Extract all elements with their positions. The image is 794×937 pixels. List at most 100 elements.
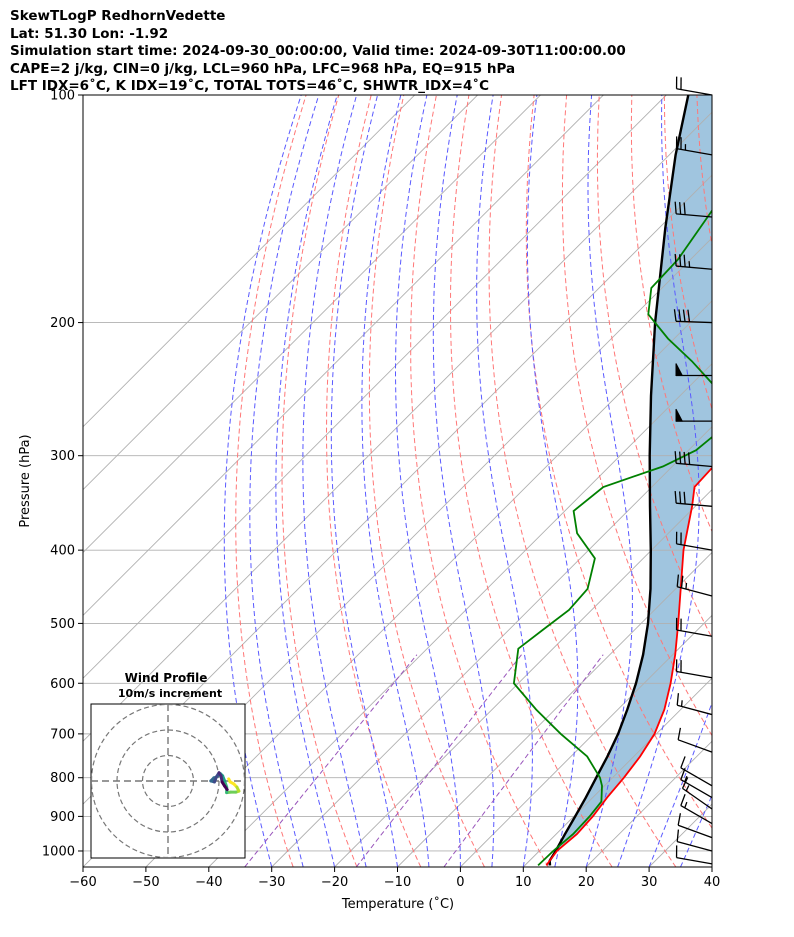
moist-adiabat bbox=[395, 95, 461, 867]
y-tick-label: 900 bbox=[50, 810, 75, 825]
barb-staff bbox=[676, 543, 713, 551]
dry-adiabat bbox=[488, 95, 677, 867]
stability-indices-label: LFT IDX=6˚C, K IDX=19˚C, TOTAL TOTS=46˚C… bbox=[10, 78, 490, 94]
barb-full bbox=[681, 777, 689, 789]
wind-barb bbox=[674, 490, 713, 507]
y-tick-label: 600 bbox=[50, 677, 75, 692]
barb-staff bbox=[682, 787, 713, 810]
wind-barb bbox=[676, 829, 713, 852]
x-tick-label: −10 bbox=[384, 875, 411, 890]
barb-full bbox=[683, 254, 686, 267]
dry-adiabat bbox=[596, 95, 712, 639]
barb-flag bbox=[675, 408, 684, 422]
wind-barb bbox=[674, 201, 713, 218]
x-tick-label: 20 bbox=[578, 875, 595, 890]
y-tick-label: 200 bbox=[50, 316, 75, 331]
dry-adiabat bbox=[235, 95, 307, 867]
wind-barb bbox=[675, 363, 712, 377]
barb-full bbox=[677, 813, 682, 826]
x-tick-label: 0 bbox=[456, 875, 464, 890]
wind-barb bbox=[680, 768, 713, 799]
isotherm-line bbox=[83, 95, 478, 491]
moist-adiabat bbox=[275, 95, 338, 867]
isotherm-line bbox=[271, 426, 712, 867]
y-tick-label: 700 bbox=[50, 727, 75, 742]
barb-staff bbox=[676, 147, 713, 156]
barb-full bbox=[674, 253, 677, 267]
parcel-profile-line bbox=[548, 95, 690, 866]
dry-adiabat bbox=[561, 95, 712, 737]
x-tick-label: 40 bbox=[704, 875, 721, 890]
barb-full bbox=[674, 451, 677, 464]
wind-barb bbox=[677, 813, 713, 839]
hodograph-subtitle: 10m/s increment bbox=[118, 687, 222, 700]
barb-staff bbox=[676, 670, 713, 679]
barb-half bbox=[684, 801, 688, 809]
profile-series-layer bbox=[512, 95, 712, 867]
dry-adiabat bbox=[281, 95, 358, 867]
barb-full bbox=[679, 254, 682, 267]
isotherm-line bbox=[397, 551, 712, 867]
barb-full bbox=[683, 451, 686, 465]
wind-barb bbox=[675, 76, 713, 96]
dry-adiabat bbox=[449, 95, 613, 867]
chart-header: SkewTLogP RedhornVedette Lat: 51.30 Lon:… bbox=[10, 8, 626, 96]
moist-adiabat bbox=[585, 95, 633, 867]
wind-barb bbox=[680, 793, 713, 825]
y-axis-label: Pressure (hPa) bbox=[18, 434, 33, 527]
moist-adiabat bbox=[526, 95, 579, 867]
moist-adiabat bbox=[330, 95, 398, 867]
cape-fill-layer bbox=[546, 95, 712, 866]
wind-barb bbox=[675, 617, 713, 637]
wind-barb bbox=[677, 727, 713, 753]
x-axis-label: Temperature (˚C) bbox=[341, 896, 454, 912]
y-tick-label: 100 bbox=[50, 89, 75, 104]
barb-staff bbox=[680, 767, 713, 787]
moist-adiabat bbox=[711, 865, 712, 867]
wind-barb bbox=[681, 777, 713, 810]
dry-adiabat bbox=[663, 95, 712, 411]
wind-barb bbox=[676, 693, 713, 716]
barb-full bbox=[683, 202, 686, 215]
grid-layer bbox=[83, 95, 712, 852]
wind-barb bbox=[680, 756, 713, 787]
wind-barb bbox=[676, 574, 713, 597]
wind-barb bbox=[675, 408, 712, 422]
barb-staff bbox=[677, 586, 713, 597]
hodograph-title: Wind Profile bbox=[125, 671, 208, 685]
barb-flag bbox=[675, 363, 684, 377]
dry-adiabat bbox=[410, 95, 549, 867]
wind-barbs bbox=[673, 76, 713, 865]
x-tick-label: −40 bbox=[195, 875, 222, 890]
chart-title: SkewTLogP RedhornVedette bbox=[10, 8, 226, 24]
moist-adiabat bbox=[648, 701, 712, 867]
barb-staff bbox=[675, 320, 713, 324]
barb-full bbox=[687, 309, 691, 322]
barb-full bbox=[673, 309, 677, 322]
barb-full bbox=[680, 575, 684, 588]
isotherm-line bbox=[83, 95, 604, 617]
x-tick-label: −20 bbox=[321, 875, 348, 890]
barb-full bbox=[679, 451, 682, 464]
barb-full bbox=[687, 452, 691, 465]
wind-barb bbox=[675, 531, 713, 551]
moist-adiabat-layer bbox=[223, 95, 712, 867]
moist-adiabat bbox=[302, 95, 367, 867]
moist-adiabat bbox=[361, 95, 430, 867]
barb-staff bbox=[680, 805, 713, 825]
cape-area-fill bbox=[546, 95, 712, 866]
barb-staff bbox=[677, 841, 713, 852]
barb-full bbox=[676, 574, 680, 587]
wind-barb bbox=[674, 253, 713, 270]
barb-staff bbox=[677, 739, 713, 753]
wind-barb bbox=[675, 659, 713, 679]
isotherm-line bbox=[145, 300, 712, 867]
x-tick-label: 30 bbox=[641, 875, 658, 890]
barb-staff bbox=[676, 88, 713, 96]
time-label: Simulation start time: 2024-09-30_00:00:… bbox=[10, 43, 626, 59]
isotherm-line bbox=[460, 614, 712, 867]
hodograph-ring bbox=[91, 704, 245, 858]
mixing-ratio-line bbox=[443, 654, 604, 867]
mixing-ratio-line bbox=[355, 654, 522, 867]
